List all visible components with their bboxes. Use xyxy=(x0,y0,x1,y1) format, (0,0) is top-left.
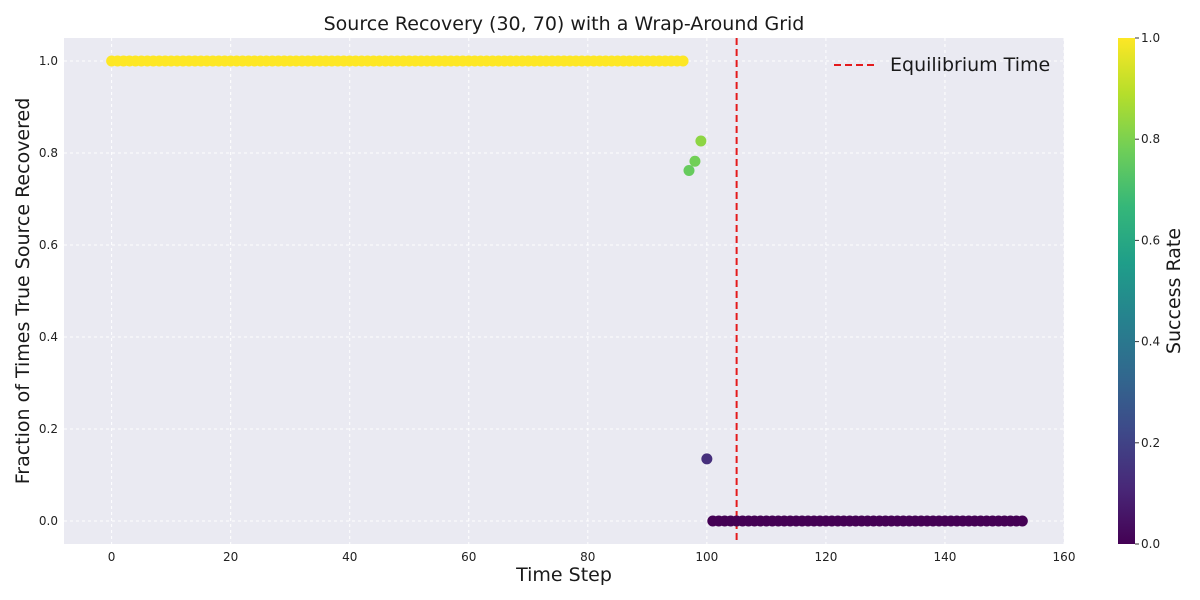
plot-area xyxy=(64,38,1064,544)
y-tick-labels: 0.0 0.2 0.4 0.6 0.8 1.0 xyxy=(39,54,58,528)
x-tick-label: 80 xyxy=(580,550,595,564)
data-point xyxy=(1016,515,1028,527)
colorbar-tick-label: 0.2 xyxy=(1141,436,1160,450)
data-point xyxy=(695,135,707,147)
y-axis-title: Fraction of Times True Source Recovered xyxy=(12,98,34,485)
colorbar-title: Success Rate xyxy=(1163,228,1185,354)
x-tick-label: 140 xyxy=(933,550,956,564)
colorbar-tick-label: 0.8 xyxy=(1141,132,1160,146)
x-tick-label: 100 xyxy=(695,550,718,564)
x-tick-label: 20 xyxy=(223,550,238,564)
colorbar-gradient xyxy=(1118,38,1135,544)
x-tick-label: 120 xyxy=(814,550,837,564)
x-tick-labels: 0 20 40 60 80 100 120 140 160 xyxy=(108,550,1076,564)
x-tick-label: 40 xyxy=(342,550,357,564)
data-point xyxy=(683,164,695,176)
colorbar: 0.0 0.2 0.4 0.6 0.8 1.0 Success Rate xyxy=(1118,31,1185,551)
data-points xyxy=(106,55,1028,527)
x-axis-title: Time Step xyxy=(515,564,612,586)
data-point xyxy=(677,55,689,67)
x-tick-label: 60 xyxy=(461,550,476,564)
y-tick-label: 0.8 xyxy=(39,146,58,160)
legend-label-equilibrium-time: Equilibrium Time xyxy=(890,54,1050,76)
colorbar-ticks: 0.0 0.2 0.4 0.6 0.8 1.0 xyxy=(1135,31,1160,551)
colorbar-tick-label: 1.0 xyxy=(1141,31,1160,45)
x-tick-label: 0 xyxy=(108,550,116,564)
chart-title: Source Recovery (30, 70) with a Wrap-Aro… xyxy=(324,13,805,35)
y-tick-label: 0.2 xyxy=(39,422,58,436)
y-tick-label: 0.4 xyxy=(39,330,58,344)
colorbar-tick-label: 0.4 xyxy=(1141,335,1160,349)
colorbar-tick-label: 0.0 xyxy=(1141,537,1160,551)
legend: Equilibrium Time xyxy=(834,54,1050,76)
y-tick-label: 0.6 xyxy=(39,238,58,252)
y-tick-label: 0.0 xyxy=(39,514,58,528)
data-point xyxy=(701,453,713,465)
colorbar-tick-label: 0.6 xyxy=(1141,233,1160,247)
x-tick-label: 160 xyxy=(1053,550,1076,564)
y-tick-label: 1.0 xyxy=(39,54,58,68)
data-point xyxy=(689,155,701,167)
